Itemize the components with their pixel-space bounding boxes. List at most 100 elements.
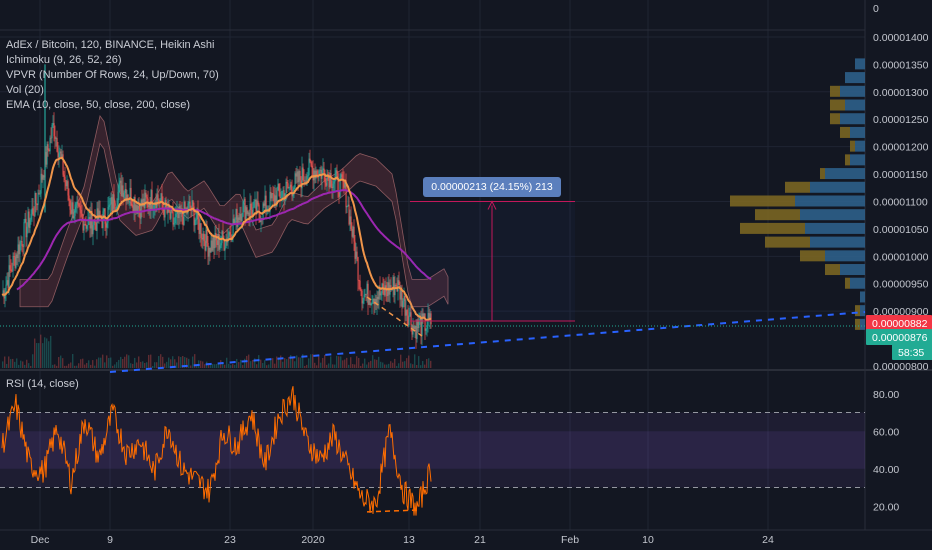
vpvr-legend[interactable]: VPVR (Number Of Rows, 24, Up/Down, 70) xyxy=(6,69,219,81)
candle-body xyxy=(406,310,408,316)
volume-bar xyxy=(160,354,162,368)
candle-body xyxy=(112,194,114,212)
volume-bar xyxy=(334,364,336,368)
vp-down-bar xyxy=(845,154,850,166)
candle-body xyxy=(163,208,165,218)
volume-bar xyxy=(6,363,8,368)
candle-body xyxy=(100,217,102,220)
candle-body xyxy=(49,137,51,152)
volume-bar xyxy=(196,364,198,368)
countdown-badge-text: 58:35 xyxy=(898,347,924,359)
candle-body xyxy=(257,200,259,205)
volume-bar xyxy=(176,362,178,368)
candle-body xyxy=(23,222,25,247)
candle-body xyxy=(60,151,62,158)
vp-down-bar xyxy=(765,236,810,248)
volume-bar xyxy=(268,364,270,368)
candle-body xyxy=(393,277,395,296)
volume-bar xyxy=(102,354,104,368)
time-tick-label: Dec xyxy=(31,534,50,546)
vp-up-bar xyxy=(795,195,865,207)
candle-body xyxy=(296,171,298,177)
volume-bar xyxy=(162,356,164,368)
candle-body xyxy=(246,207,248,214)
candle-body xyxy=(216,240,218,246)
candle-body xyxy=(253,201,255,208)
volume-bar xyxy=(428,358,430,368)
volume-bar xyxy=(284,358,286,368)
vp-down-bar xyxy=(855,318,860,330)
rsi-tick-label: 80.00 xyxy=(873,389,899,401)
candle-body xyxy=(298,170,300,183)
symbol-title[interactable]: AdEx / Bitcoin, 120, BINANCE, Heikin Ash… xyxy=(6,39,215,51)
volume-bar xyxy=(322,358,324,368)
candle-body xyxy=(53,123,55,137)
candle-body xyxy=(129,187,131,199)
volume-bar xyxy=(188,358,190,368)
candle-body xyxy=(337,173,339,192)
volume-bar xyxy=(218,362,220,368)
candle-body xyxy=(307,175,309,176)
rsi-legend[interactable]: RSI (14, close) xyxy=(6,378,79,390)
volume-bar xyxy=(396,365,398,368)
volume-bar xyxy=(56,365,58,368)
rsi-tick-label: 40.00 xyxy=(873,464,899,476)
price-tick-label: 0.00001250 xyxy=(873,114,929,126)
candle-body xyxy=(160,193,162,201)
candle-body xyxy=(294,173,296,188)
volume-bar xyxy=(34,338,36,368)
candle-body xyxy=(81,213,83,217)
volume-bar xyxy=(270,358,272,368)
candle-body xyxy=(258,204,260,215)
candle-body xyxy=(322,168,324,171)
vp-down-bar xyxy=(830,99,845,111)
candle-body xyxy=(220,243,222,246)
candle-body xyxy=(170,207,172,219)
volume-bar xyxy=(384,364,386,368)
candle-body xyxy=(351,228,353,237)
candle-body xyxy=(264,195,266,206)
candle-body xyxy=(228,232,230,237)
ema-legend[interactable]: EMA (10, close, 50, close, 200, close) xyxy=(6,99,191,111)
candle-body xyxy=(369,298,371,306)
vp-down-bar xyxy=(840,126,850,138)
volume-bar xyxy=(262,363,264,368)
candle-body xyxy=(380,293,382,296)
candle-body xyxy=(110,197,112,205)
candle-body xyxy=(141,199,143,207)
candle-body xyxy=(363,294,365,301)
volume-bar xyxy=(36,343,38,368)
candle-body xyxy=(238,217,240,221)
candle-body xyxy=(144,192,146,208)
volume-bar xyxy=(388,363,390,368)
candle-body xyxy=(26,226,28,238)
candle-body xyxy=(93,219,95,226)
candle-body xyxy=(265,195,267,212)
volume-bar xyxy=(202,361,204,368)
candle-body xyxy=(224,248,226,251)
candle-body xyxy=(13,256,15,257)
volume-bar xyxy=(178,356,180,368)
candle-body xyxy=(16,254,18,259)
candle-body xyxy=(202,233,204,240)
candle-body xyxy=(365,293,367,295)
vp-down-bar xyxy=(830,113,840,125)
candle-body xyxy=(195,219,197,221)
secondary-price-badge: 0.00000876 xyxy=(866,329,932,345)
candle-body xyxy=(426,326,428,329)
candle-body xyxy=(36,203,38,206)
candle-body xyxy=(145,192,147,198)
candle-body xyxy=(105,223,107,228)
volume-legend[interactable]: Vol (20) xyxy=(6,84,44,96)
candle-body xyxy=(116,206,118,208)
volume-bar xyxy=(122,359,124,368)
candle-body xyxy=(249,203,251,216)
volume-bar xyxy=(126,354,128,368)
candle-body xyxy=(206,229,208,243)
volume-bar xyxy=(224,364,226,368)
candle-body xyxy=(375,298,377,305)
ichimoku-legend[interactable]: Ichimoku (9, 26, 52, 26) xyxy=(6,54,122,66)
volume-bar xyxy=(382,362,384,368)
candle-body xyxy=(194,219,196,226)
